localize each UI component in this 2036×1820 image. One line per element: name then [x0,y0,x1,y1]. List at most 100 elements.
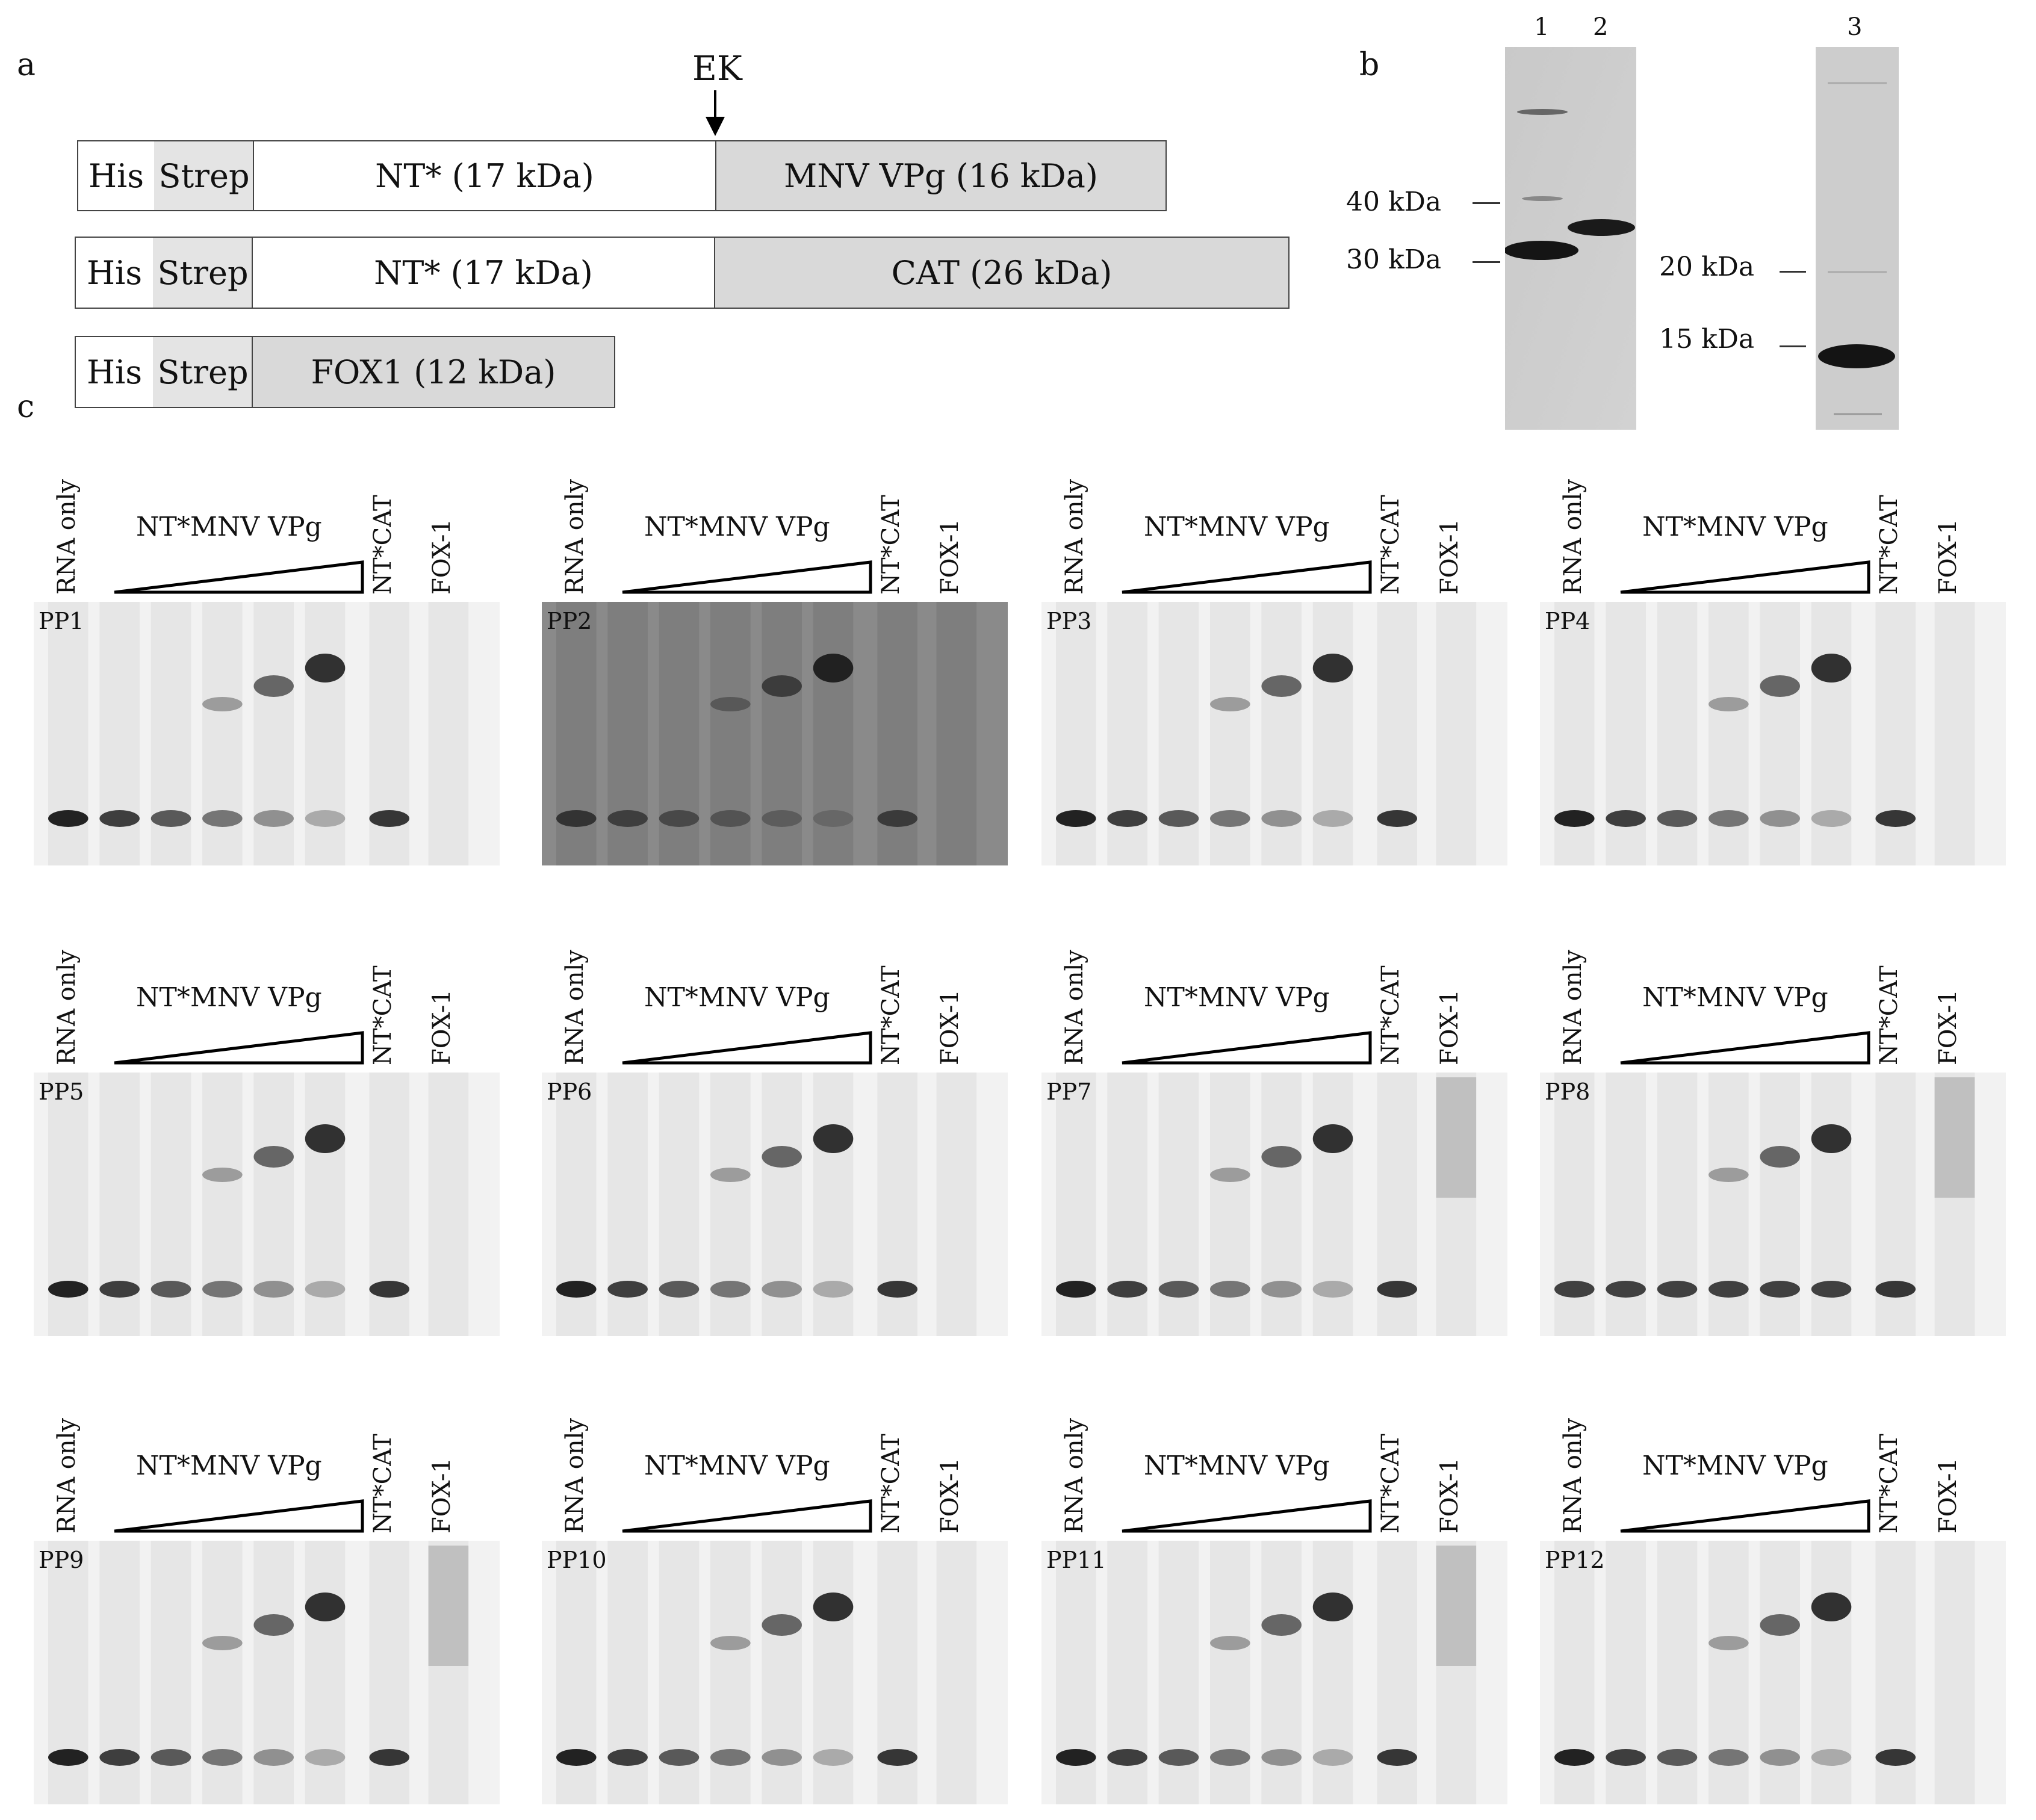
gel-name-label: PP10 [547,1547,607,1573]
gel-name-label: PP9 [39,1547,84,1573]
titration-label: NT*MNV VPg [1144,512,1330,542]
fox1-label: FOX-1 [428,519,456,595]
panel-b-letter: b [1359,47,1380,83]
nt-cat-label: NT*CAT [877,495,905,595]
fox1-label: FOX-1 [1436,519,1464,595]
nt-cat-label: NT*CAT [1875,1434,1903,1534]
concentration-wedge-icon [622,1499,872,1533]
gel-name-label: PP11 [1046,1547,1106,1573]
concentration-wedge-icon [114,1031,364,1065]
concentration-wedge-icon [114,560,364,594]
mnv-vpg-domain: MNV VPg (16 kDa) [715,140,1167,211]
gel-name-label: PP7 [1046,1079,1092,1105]
his-tag: His [77,140,155,211]
nt-domain: NT* (17 kDa) [252,237,715,309]
strep-tag: Strep [153,237,253,309]
emsa-gel-image [1540,1072,2006,1336]
nt-cat-label: NT*CAT [1376,965,1404,1065]
fox1-domain: FOX1 (12 kDa) [252,336,615,408]
rna-only-label: RNA only [1061,1418,1088,1534]
fox1-label: FOX-1 [1934,519,1963,595]
titration-label: NT*MNV VPg [644,1450,830,1481]
rna-only-label: RNA only [53,950,81,1065]
his-tag: His [75,336,154,408]
fox1-label: FOX-1 [936,989,964,1065]
marker-tick [1473,261,1500,263]
emsa-gel-image [1041,1541,1507,1804]
nt-cat-label: NT*CAT [1875,965,1903,1065]
nt-cat-label: NT*CAT [877,965,905,1065]
lane-number: 1 [1534,13,1550,41]
rna-only-label: RNA only [561,1418,589,1534]
gel-name-label: PP4 [1545,608,1591,634]
fox1-label: FOX-1 [1436,1458,1464,1534]
nt-cat-label: NT*CAT [1875,495,1903,595]
gel-name-label: PP12 [1545,1547,1605,1573]
titration-label: NT*MNV VPg [136,982,322,1013]
nt-cat-label: NT*CAT [877,1434,905,1534]
emsa-gel-image [542,1541,1008,1804]
rna-only-label: RNA only [1559,1418,1587,1534]
fox1-label: FOX-1 [1934,989,1963,1065]
rna-only-label: RNA only [1061,479,1088,595]
gel-name-label: PP5 [39,1079,84,1105]
emsa-gel-image [34,602,500,865]
emsa-gel-image [1041,1072,1507,1336]
marker-tick [1780,271,1806,273]
concentration-wedge-icon [622,1031,872,1065]
titration-label: NT*MNV VPg [1642,1450,1828,1481]
marker-label: 40 kDa [1346,187,1442,217]
fox1-label: FOX-1 [1436,989,1464,1065]
nt-cat-label: NT*CAT [1376,1434,1404,1534]
titration-label: NT*MNV VPg [1144,1450,1330,1481]
sds-page-gel-lane-3 [1816,47,1899,430]
nt-cat-label: NT*CAT [368,965,397,1065]
fox1-label: FOX-1 [428,989,456,1065]
nt-domain: NT* (17 kDa) [253,140,716,211]
fox1-label: FOX-1 [1934,1458,1963,1534]
titration-label: NT*MNV VPg [1642,982,1828,1013]
emsa-gel-image [542,602,1008,865]
titration-label: NT*MNV VPg [644,982,830,1013]
fox1-label: FOX-1 [428,1458,456,1534]
lane-number: 2 [1593,13,1609,41]
gel-name-label: PP2 [547,608,592,634]
emsa-gel-image [1540,602,2006,865]
concentration-wedge-icon [1620,1499,1870,1533]
rna-only-label: RNA only [1559,479,1587,595]
panel-a-letter: a [17,47,36,83]
nt-cat-label: NT*CAT [1376,495,1404,595]
concentration-wedge-icon [1122,1031,1372,1065]
fox1-label: FOX-1 [936,519,964,595]
nt-cat-label: NT*CAT [368,495,397,595]
gel-name-label: PP8 [1545,1079,1591,1105]
gel-name-label: PP6 [547,1079,592,1105]
emsa-gel-image [542,1072,1008,1336]
concentration-wedge-icon [1122,1499,1372,1533]
ek-label: EK [692,49,742,88]
rna-only-label: RNA only [561,950,589,1065]
cat-domain: CAT (26 kDa) [714,237,1290,309]
rna-only-label: RNA only [53,479,81,595]
sds-page-gel-lanes-1-2 [1505,47,1636,430]
panel-c-letter: c [17,389,35,425]
emsa-gel-image [1041,602,1507,865]
strep-tag: Strep [154,140,254,211]
rna-only-label: RNA only [53,1418,81,1534]
titration-label: NT*MNV VPg [644,512,830,542]
marker-tick [1780,345,1806,347]
marker-label: 15 kDa [1659,324,1755,354]
marker-tick [1473,202,1500,204]
gel-name-label: PP1 [39,608,84,634]
ek-arrow-icon [706,90,725,136]
rna-only-label: RNA only [1061,950,1088,1065]
strep-tag: Strep [153,336,253,408]
emsa-gel-image [34,1072,500,1336]
titration-label: NT*MNV VPg [1642,512,1828,542]
marker-label: 30 kDa [1346,244,1442,275]
titration-label: NT*MNV VPg [136,1450,322,1481]
rna-only-label: RNA only [1559,950,1587,1065]
fox1-label: FOX-1 [936,1458,964,1534]
emsa-gel-image [1540,1541,2006,1804]
gel-name-label: PP3 [1046,608,1092,634]
